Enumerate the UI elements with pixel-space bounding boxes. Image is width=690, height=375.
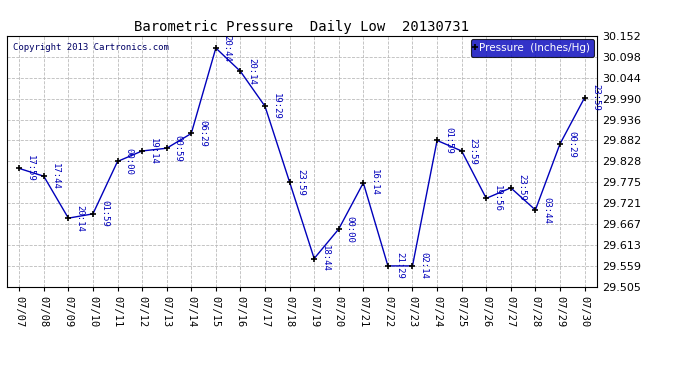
Pressure  (Inches/Hg) [113,159,121,164]
Text: 02:14: 02:14 [420,252,428,279]
Text: 20:14: 20:14 [75,205,84,232]
Pressure  (Inches/Hg) [138,149,146,153]
Text: 17:59: 17:59 [26,155,35,182]
Pressure  (Inches/Hg) [212,46,220,50]
Pressure  (Inches/Hg) [39,174,48,178]
Text: 18:44: 18:44 [321,245,330,272]
Pressure  (Inches/Hg) [261,104,269,108]
Pressure  (Inches/Hg) [433,138,441,143]
Text: 00:29: 00:29 [567,130,576,158]
Pressure  (Inches/Hg) [531,208,540,212]
Title: Barometric Pressure  Daily Low  20130731: Barometric Pressure Daily Low 20130731 [135,21,469,34]
Line: Pressure  (Inches/Hg): Pressure (Inches/Hg) [16,45,588,269]
Pressure  (Inches/Hg) [89,211,97,216]
Legend: Pressure  (Inches/Hg): Pressure (Inches/Hg) [471,39,593,57]
Pressure  (Inches/Hg) [457,149,466,153]
Pressure  (Inches/Hg) [310,256,318,261]
Text: 06:29: 06:29 [198,120,207,147]
Text: 23:59: 23:59 [469,138,477,164]
Text: 23:59: 23:59 [518,174,526,201]
Text: 03:44: 03:44 [542,196,551,223]
Pressure  (Inches/Hg) [580,96,589,100]
Pressure  (Inches/Hg) [187,131,195,136]
Text: 01:59: 01:59 [100,200,109,227]
Pressure  (Inches/Hg) [556,142,564,146]
Pressure  (Inches/Hg) [482,196,491,201]
Pressure  (Inches/Hg) [64,216,72,220]
Pressure  (Inches/Hg) [506,186,515,190]
Pressure  (Inches/Hg) [384,264,392,268]
Pressure  (Inches/Hg) [286,180,294,184]
Text: 20:44: 20:44 [223,34,232,62]
Text: 00:00: 00:00 [346,216,355,243]
Text: 01:59: 01:59 [444,127,453,154]
Pressure  (Inches/Hg) [335,227,343,231]
Text: 19:14: 19:14 [149,138,158,164]
Text: 19:56: 19:56 [493,185,502,212]
Pressure  (Inches/Hg) [408,264,417,268]
Pressure  (Inches/Hg) [359,180,368,185]
Text: 21:29: 21:29 [395,252,404,279]
Text: 19:29: 19:29 [272,93,281,120]
Pressure  (Inches/Hg) [236,69,244,74]
Text: 20:14: 20:14 [248,58,257,85]
Text: 16:14: 16:14 [371,170,380,196]
Text: Copyright 2013 Cartronics.com: Copyright 2013 Cartronics.com [13,43,168,52]
Text: 17:44: 17:44 [51,163,60,190]
Pressure  (Inches/Hg) [15,166,23,171]
Text: 23:59: 23:59 [591,84,600,111]
Text: 23:59: 23:59 [297,169,306,195]
Text: 00:00: 00:00 [124,148,133,175]
Pressure  (Inches/Hg) [163,146,171,150]
Text: 00:59: 00:59 [174,135,183,162]
